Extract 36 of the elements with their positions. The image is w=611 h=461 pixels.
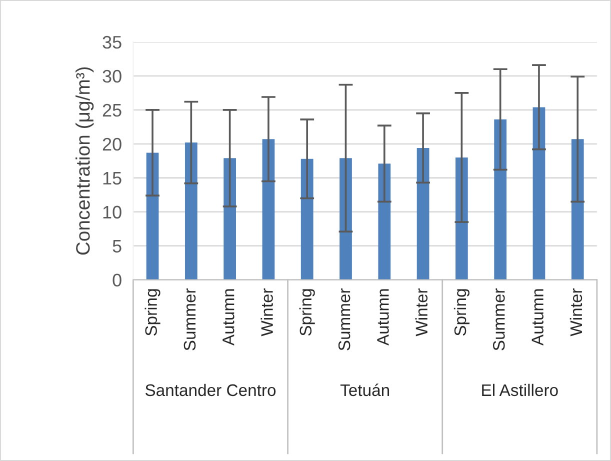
- y-tick-label: 30: [102, 70, 122, 83]
- x-tick-label: Autumn: [532, 289, 544, 346]
- x-tick-label: Autumn: [377, 289, 389, 346]
- x-tick-label: Summer: [338, 288, 350, 350]
- x-tick-label: Spring: [299, 289, 315, 336]
- y-tick-label: 35: [102, 36, 122, 49]
- bar: [184, 142, 198, 280]
- x-tick-label: Winter: [570, 288, 582, 336]
- y-tick-label: 15: [103, 172, 122, 185]
- y-tick-label: 0: [112, 274, 122, 287]
- x-tick-label: Autumn: [222, 289, 234, 346]
- bar: [571, 139, 584, 280]
- text: Santander Centro: [145, 384, 276, 396]
- bar: [340, 158, 352, 280]
- text: El Astillero: [482, 384, 558, 396]
- bar: [378, 164, 391, 280]
- bar: [146, 152, 159, 280]
- bar: [224, 158, 236, 280]
- x-tick-label: Winter: [415, 288, 428, 336]
- text: Tetuán: [340, 384, 390, 396]
- y-tick-label: 10: [103, 206, 122, 219]
- y-axis-title: Concentration (μg/m³): [76, 67, 94, 255]
- x-tick-label: Spring: [454, 289, 470, 336]
- x-tick-label: Spring: [144, 289, 160, 336]
- x-tick-label: Winter: [260, 288, 273, 336]
- bar: [456, 157, 468, 280]
- bar: [494, 119, 507, 280]
- x-tick-label: Summer: [493, 288, 505, 350]
- bar: [532, 107, 546, 280]
- y-tick-label: 25: [102, 104, 122, 117]
- bar: [416, 148, 430, 280]
- bar: [262, 139, 275, 280]
- y-tick-label: 5: [112, 240, 122, 253]
- x-tick-label: Summer: [184, 288, 196, 350]
- y-tick-label: 20: [102, 138, 122, 151]
- bar: [300, 158, 314, 280]
